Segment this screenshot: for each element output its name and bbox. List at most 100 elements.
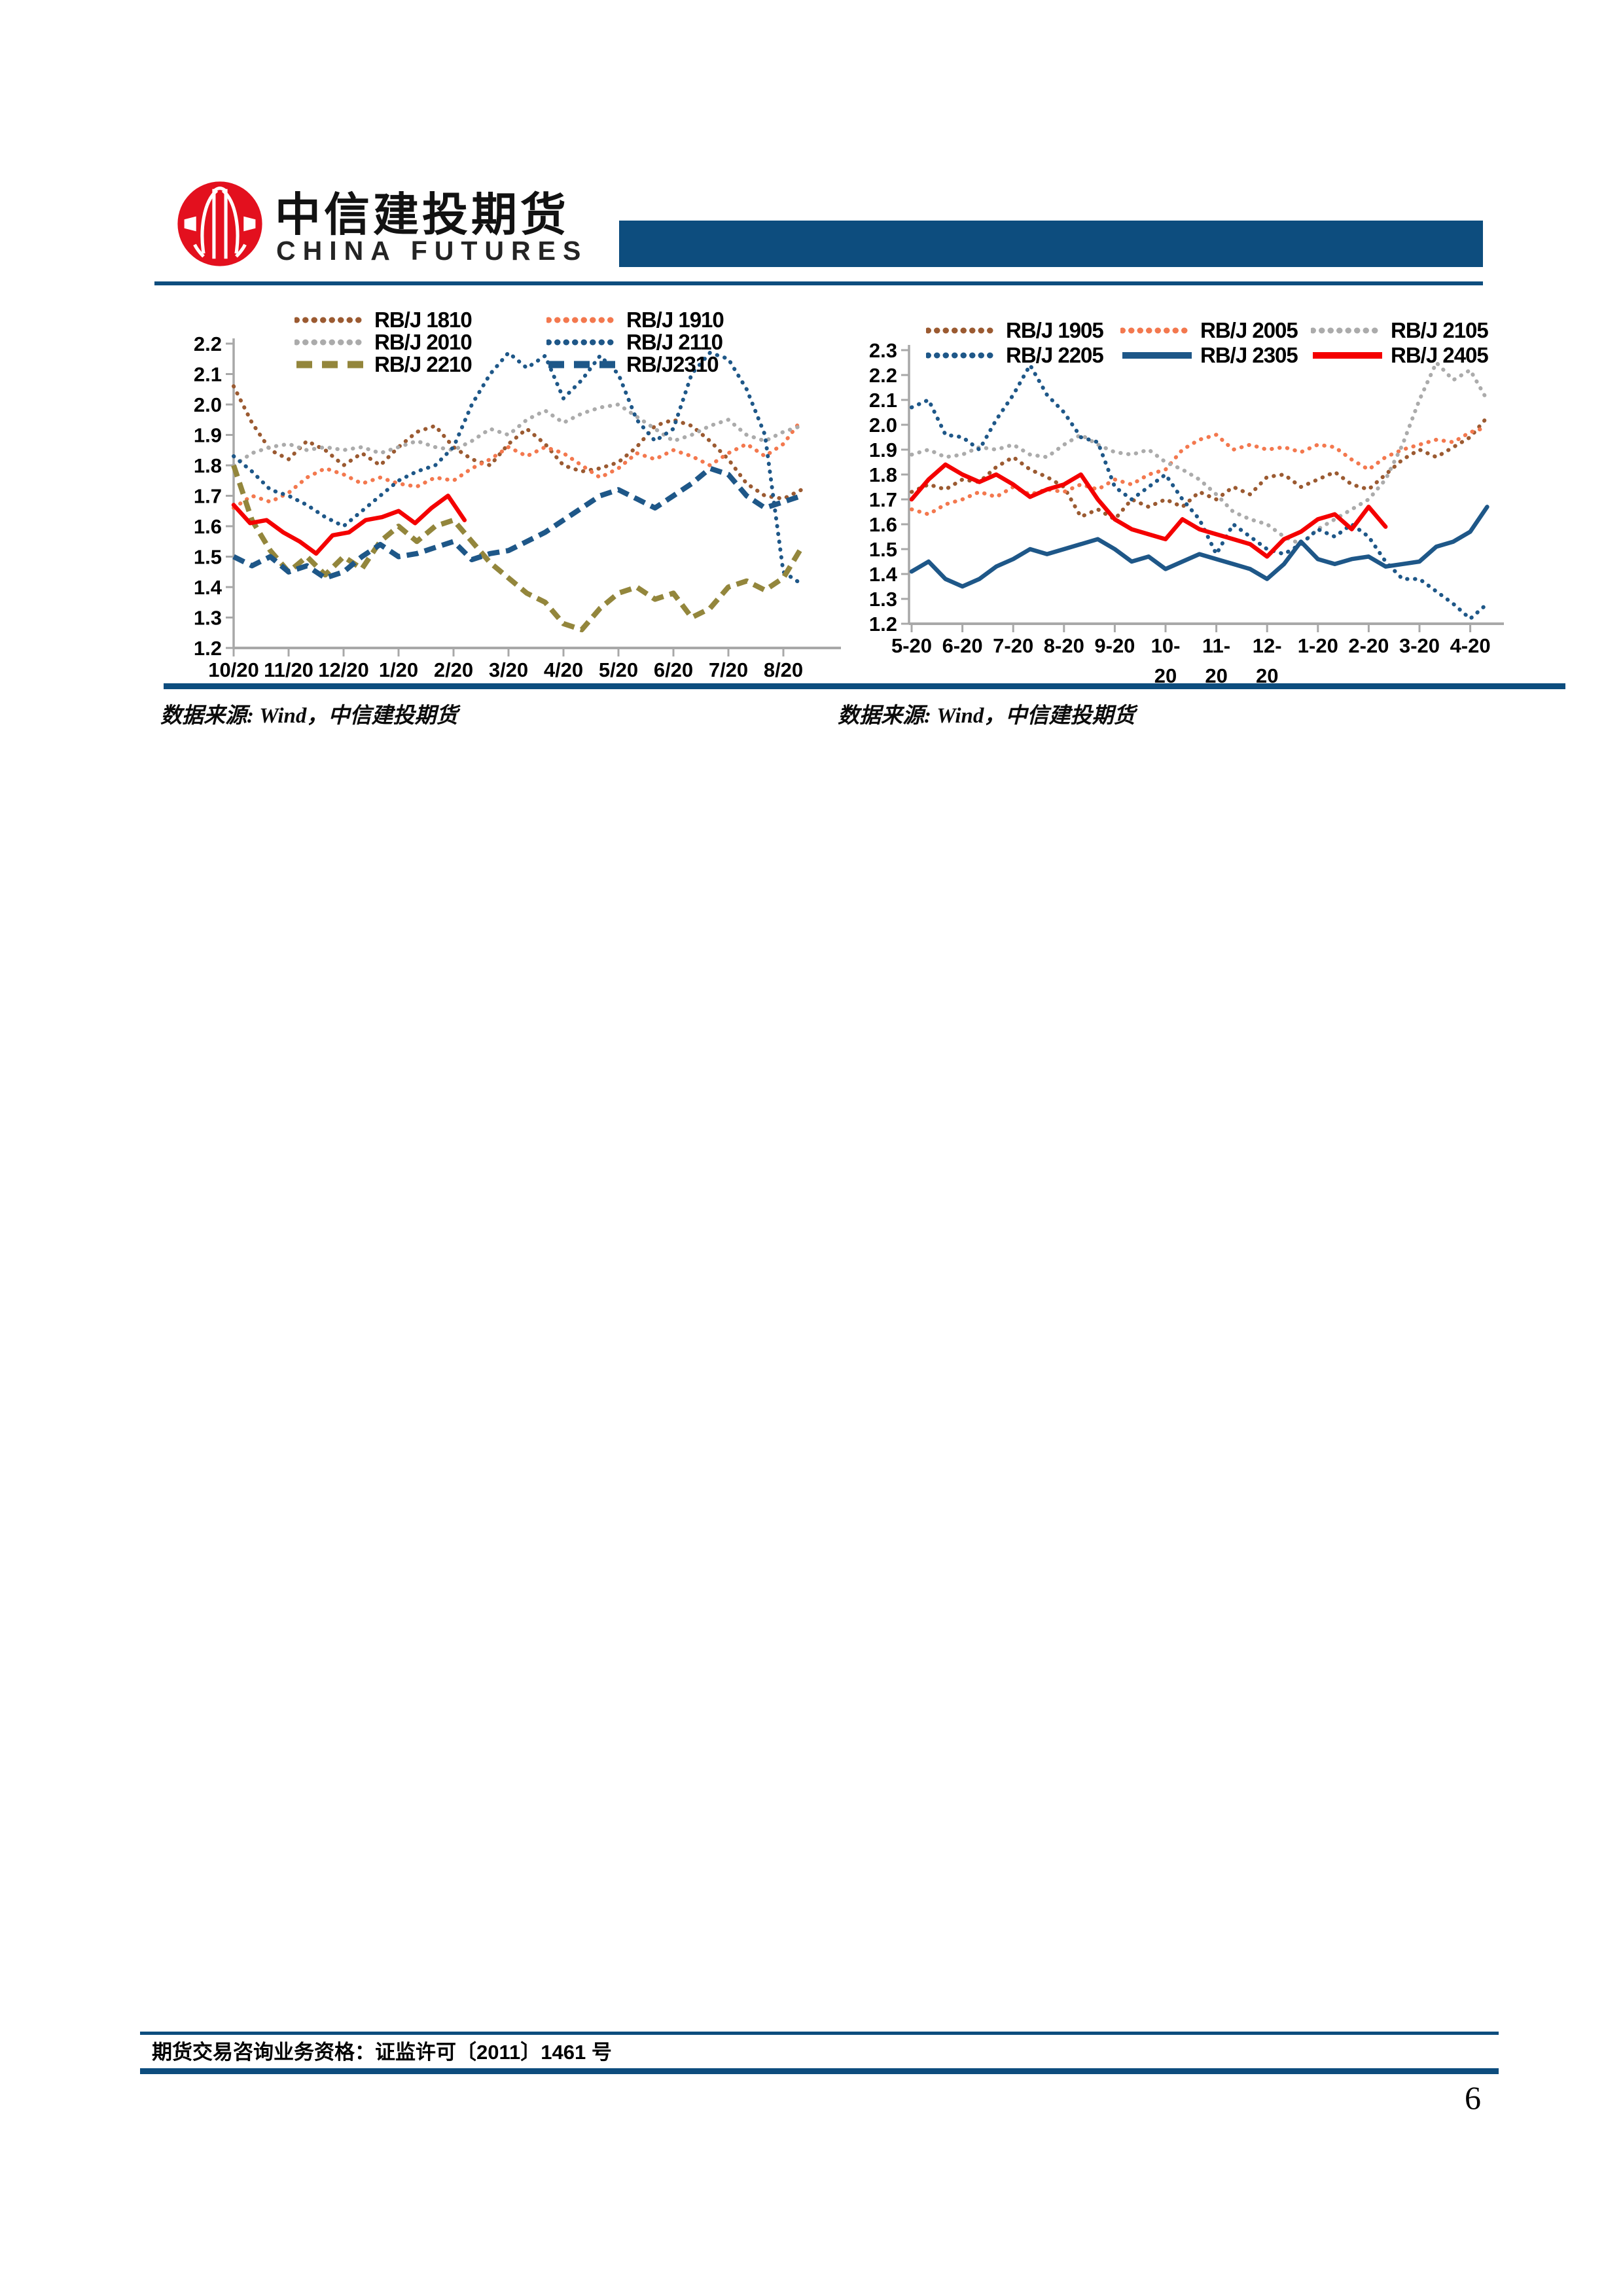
y-tick-label: 2.2 bbox=[194, 332, 222, 355]
x-tick-label: 12/20 bbox=[318, 658, 369, 681]
y-tick-label: 1.4 bbox=[194, 576, 223, 599]
legend-item-RB-J-2210: RB/J 2210 bbox=[294, 353, 473, 375]
footer-license-text: 期货交易咨询业务资格：证监许可〔2011〕1461 号 bbox=[152, 2041, 612, 2064]
chart-right: 2.32.22.12.01.91.81.71.61.51.41.31.25-20… bbox=[869, 339, 1504, 687]
footer-rule-top bbox=[140, 2032, 1499, 2035]
legend-item-RB-J-1905: RB/J 1905 bbox=[926, 318, 1104, 342]
left-chart-source: 数据来源: Wind，中信建投期货 bbox=[160, 704, 458, 728]
x-tick-label: 11- bbox=[1202, 634, 1230, 657]
chart-bottom-divider bbox=[164, 683, 1565, 689]
legend-swatch bbox=[1122, 351, 1192, 359]
y-tick-label: 2.3 bbox=[869, 339, 897, 362]
y-tick-label: 1.2 bbox=[194, 637, 222, 660]
logo-company-name-en: CHINA FUTURES bbox=[276, 236, 588, 266]
legend-item-RB-J-2110: RB/J 2110 bbox=[546, 331, 723, 353]
x-tick-label: 5/20 bbox=[599, 658, 638, 681]
legend-label: RB/J 1910 bbox=[626, 308, 724, 332]
x-tick-label: 2-20 bbox=[1348, 634, 1389, 657]
legend-item-RB-J-2205: RB/J 2205 bbox=[926, 343, 1104, 367]
x-tick-label: 6-20 bbox=[942, 634, 983, 657]
legend-label: RB/J 2105 bbox=[1391, 318, 1489, 342]
legend-label: RB/J 2305 bbox=[1200, 343, 1298, 367]
legend-item-RB-J-2405: RB/J 2405 bbox=[1311, 343, 1489, 367]
legend-item-RB-J-1810: RB/J 1810 bbox=[294, 308, 473, 332]
legend-item-RB-J-2010: RB/J 2010 bbox=[294, 330, 473, 354]
series-RB-J-2110 bbox=[232, 350, 804, 586]
legend-label: RB/J 1810 bbox=[374, 308, 473, 332]
x-tick-label: 4/20 bbox=[544, 658, 583, 681]
legend-swatch bbox=[1120, 327, 1194, 333]
y-tick-label: 1.6 bbox=[869, 513, 897, 536]
series-RB-J-2010 bbox=[232, 403, 804, 467]
y-tick-label: 2.0 bbox=[869, 414, 897, 437]
y-tick-label: 1.9 bbox=[869, 439, 897, 461]
x-tick-label: 2/20 bbox=[434, 658, 473, 681]
footer-rule-bottom bbox=[140, 2068, 1499, 2074]
y-tick-label: 1.3 bbox=[869, 588, 897, 611]
y-tick-label: 1.7 bbox=[869, 488, 897, 511]
x-tick-label: 9-20 bbox=[1094, 634, 1135, 657]
legend-swatch bbox=[546, 339, 620, 345]
series-RB-J-2205 bbox=[910, 363, 1489, 621]
series-RB-J-2405 bbox=[909, 462, 1388, 559]
series-RB-J-2210 bbox=[231, 464, 804, 633]
y-tick-label: 1.7 bbox=[194, 485, 222, 508]
header-accent-bar bbox=[619, 221, 1483, 267]
series-RB-J2310 bbox=[232, 465, 803, 581]
legend-swatch bbox=[296, 361, 366, 368]
x-tick-label: 12- bbox=[1253, 634, 1282, 657]
x-tick-label: 11/20 bbox=[264, 658, 313, 681]
series-RB-J-1905 bbox=[910, 415, 1489, 522]
right-chart-source: 数据来源: Wind，中信建投期货 bbox=[838, 704, 1135, 728]
x-tick-label: 1/20 bbox=[379, 658, 418, 681]
x-tick-label: 10- bbox=[1151, 634, 1181, 657]
logo-company-name: 中信建投期货 bbox=[275, 189, 569, 240]
y-tick-label: 2.1 bbox=[869, 389, 897, 412]
y-tick-label: 1.9 bbox=[194, 424, 222, 447]
series-RB-J-2005 bbox=[910, 425, 1489, 516]
legend-label: RB/J 1905 bbox=[1006, 318, 1104, 342]
y-tick-label: 1.4 bbox=[869, 563, 898, 586]
x-tick-label: 6/20 bbox=[654, 658, 693, 681]
y-tick-label: 1.2 bbox=[869, 613, 897, 636]
x-tick-label: 8/20 bbox=[764, 658, 803, 681]
y-tick-label: 2.2 bbox=[869, 364, 897, 387]
series-RB-J-2305 bbox=[909, 505, 1489, 589]
chart-left: 2.2 2.1 2.0 1.9 1.8 1.7 1.6 1.5 1.4 1.3 1.210/20 11… bbox=[194, 332, 841, 681]
x-tick-label: 7/20 bbox=[709, 658, 748, 681]
y-tick-label: 1.5 bbox=[869, 538, 897, 561]
series-RB-J-1910 bbox=[232, 418, 804, 511]
y-tick-label: 1.5 bbox=[194, 546, 222, 569]
x-tick-label: 7-20 bbox=[993, 634, 1033, 657]
legend-item-RB-J-1910: RB/J 1910 bbox=[546, 309, 724, 331]
y-tick-label: 1.6 bbox=[194, 515, 222, 538]
y-tick-label: 1.8 bbox=[194, 454, 222, 477]
y-tick-label: 1.3 bbox=[194, 607, 222, 630]
legend-label: RB/J 2405 bbox=[1391, 343, 1489, 367]
x-tick-label: 8-20 bbox=[1044, 634, 1084, 657]
legend-swatch bbox=[546, 317, 620, 323]
legend-label: RB/J 2205 bbox=[1006, 343, 1104, 367]
series-unlabeled bbox=[231, 493, 467, 556]
legend-label: RB/J2310 bbox=[626, 352, 719, 376]
legend-item-RB-J2310: RB/J2310 bbox=[546, 353, 719, 375]
legend-item-RB-J-2305: RB/J 2305 bbox=[1120, 344, 1298, 366]
x-tick-label: 3/20 bbox=[489, 658, 528, 681]
legend-swatch bbox=[926, 327, 999, 333]
legend-swatch bbox=[294, 317, 368, 323]
x-tick-label: 1-20 bbox=[1298, 634, 1338, 657]
header-rule bbox=[154, 281, 1483, 285]
x-tick-label: 5-20 bbox=[891, 634, 932, 657]
series-RB-J-1810 bbox=[232, 384, 804, 501]
legend-swatch bbox=[294, 339, 368, 345]
series-RB-J-2105 bbox=[910, 361, 1489, 547]
y-tick-label: 2.1 bbox=[194, 363, 222, 386]
legend-label: RB/J 2010 bbox=[374, 330, 473, 354]
legend-swatch bbox=[1311, 327, 1384, 333]
legend-swatch bbox=[1313, 351, 1382, 359]
x-tick-label: 10/20 bbox=[208, 658, 259, 681]
legend-swatch bbox=[548, 361, 618, 368]
legend-item-RB-J-2005: RB/J 2005 bbox=[1120, 319, 1298, 341]
legend-item-RB-J-2105: RB/J 2105 bbox=[1311, 318, 1489, 342]
